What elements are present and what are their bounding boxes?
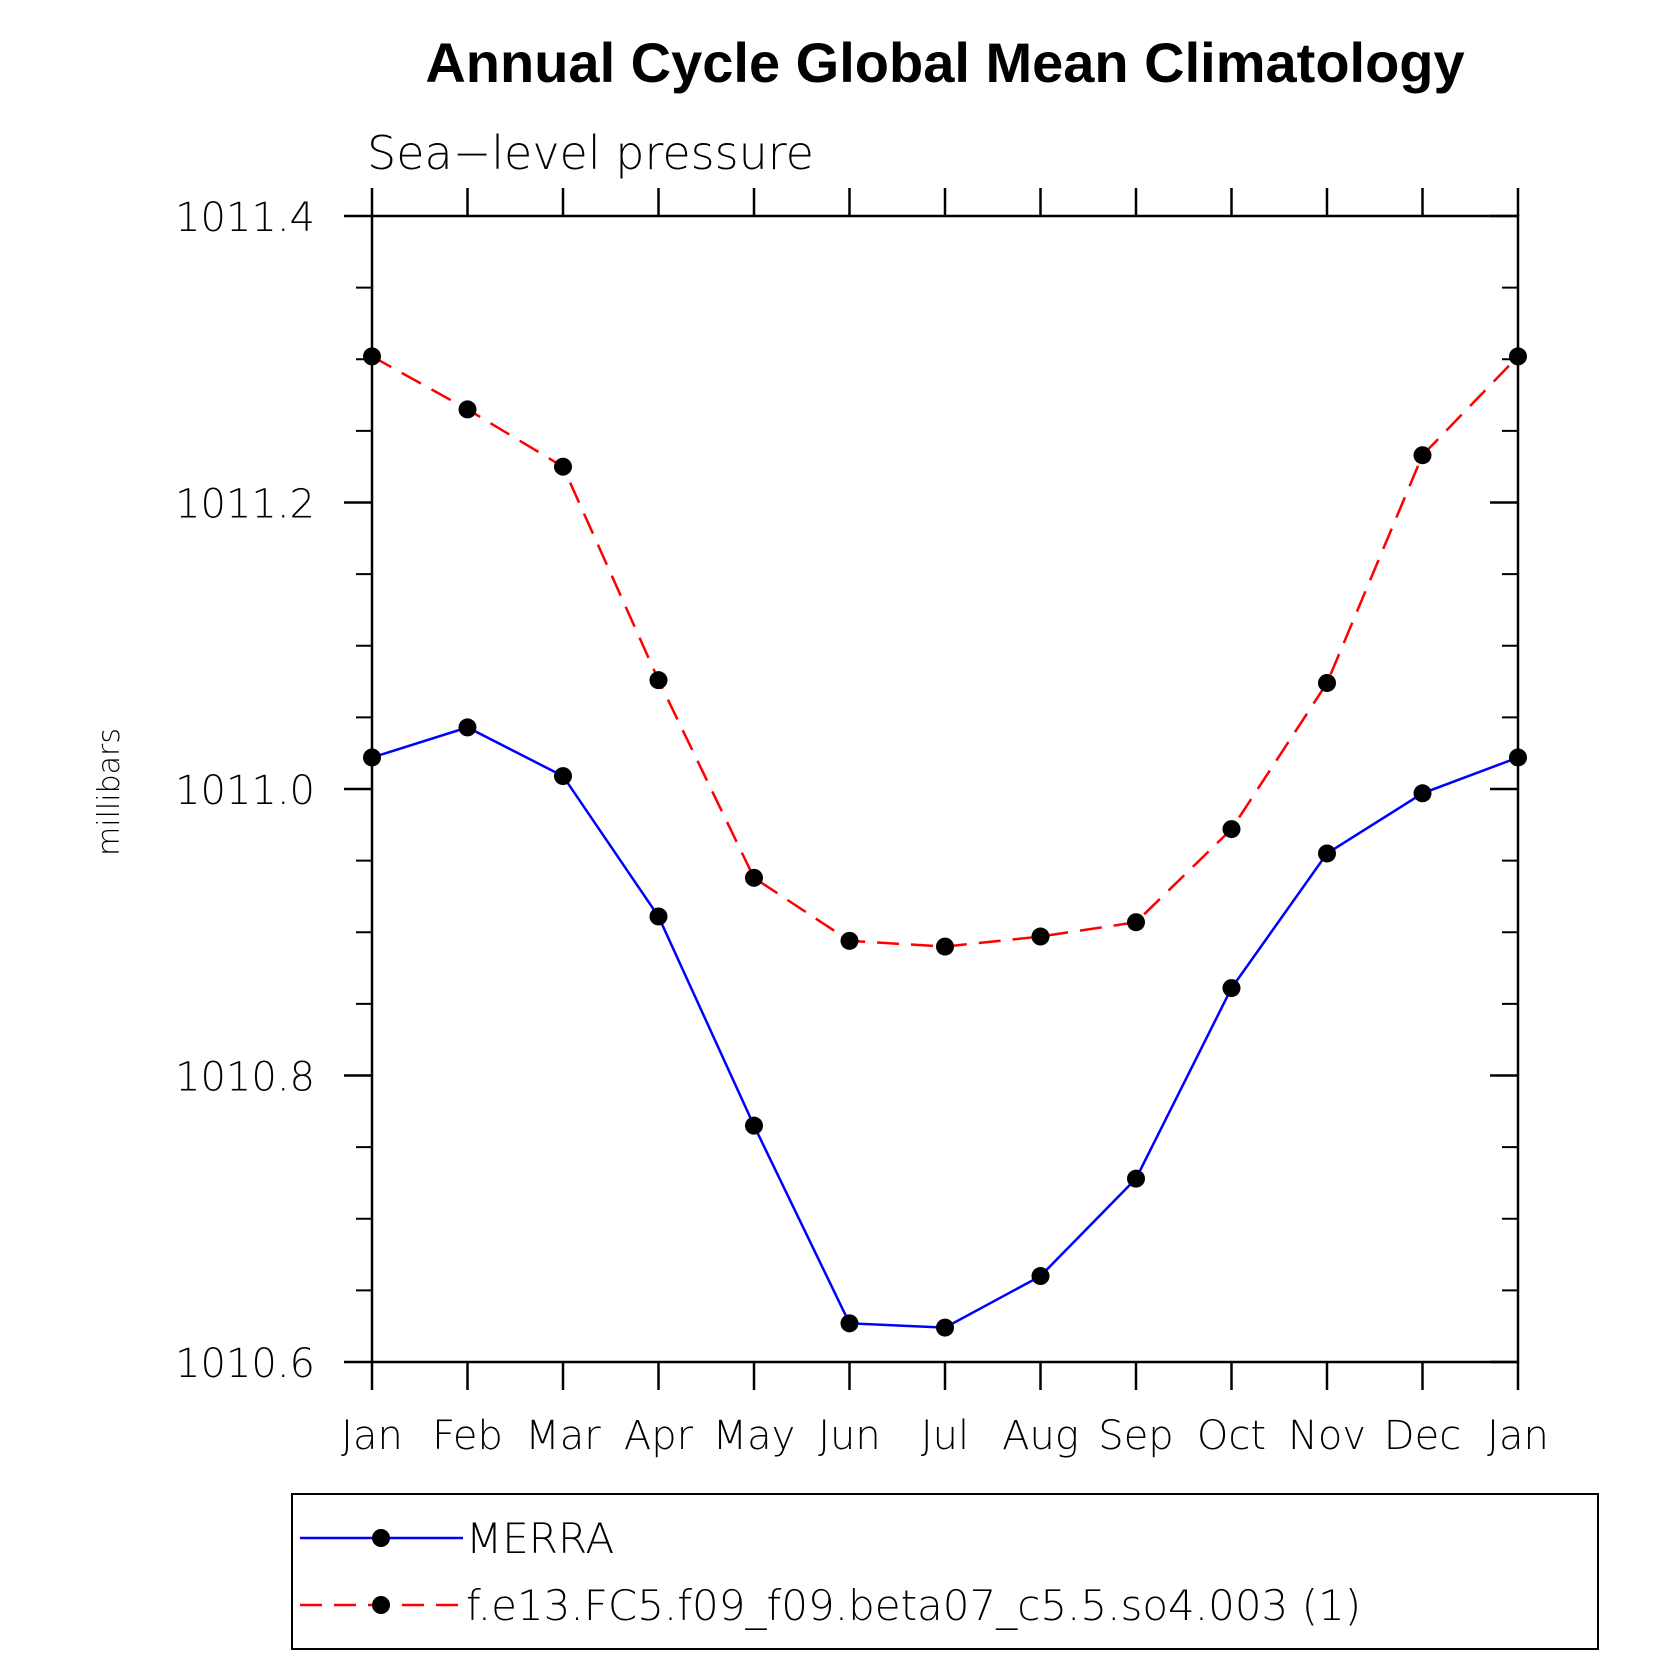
x-tick-label: Jun [818, 1413, 881, 1459]
series-line-1 [371, 726, 1519, 1329]
data-point [554, 457, 572, 476]
data-point [1222, 979, 1241, 998]
data-point [1031, 1267, 1050, 1286]
x-tick-label: May [713, 1413, 796, 1459]
x-tick-label: Jan [1487, 1413, 1549, 1459]
data-point [1413, 446, 1432, 465]
chart-title: Annual Cycle Global Mean Climatology [425, 31, 1464, 94]
y-axis-label: millibars [92, 728, 127, 856]
x-tick-label: Sep [1098, 1413, 1173, 1459]
data-point [936, 1318, 954, 1337]
data-point [649, 671, 668, 690]
plot-axes: Jan Feb Mar Apr May Jun Jul Aug Sep Oct Nov Dec Jan 1… [175, 188, 1549, 1459]
data-point [1222, 820, 1241, 839]
y-tick-label: 1011.4 [175, 195, 315, 241]
x-tick-label: Aug [1002, 1413, 1079, 1459]
data-point [1127, 1169, 1145, 1188]
x-tick-label: Oct [1197, 1413, 1266, 1459]
data-point [1413, 784, 1432, 803]
series-line-2 [371, 355, 1519, 948]
legend-label: f.e13.FC5.f09_f09.beta07_c5.5.so4.003 (1… [466, 1581, 1361, 1630]
data-point [840, 1314, 859, 1333]
data-point [936, 937, 954, 956]
data-point [1318, 673, 1336, 692]
y-tick-label: 1010.8 [175, 1055, 315, 1101]
data-point [1031, 927, 1050, 946]
chart-subtitle: Sea−level pressure [367, 126, 814, 180]
x-tick-label: Jul [921, 1413, 969, 1459]
data-point [745, 868, 763, 887]
y-tick-label: 1010.6 [175, 1341, 315, 1387]
y-tick-label: 1011.2 [175, 482, 315, 528]
x-tick-label: Mar [525, 1413, 601, 1459]
legend-marker [372, 1596, 390, 1614]
data-point [745, 1116, 763, 1135]
data-point [363, 347, 381, 366]
data-point [649, 907, 668, 926]
x-tick-label: Dec [1384, 1413, 1461, 1459]
y-tick-label: 1011.0 [175, 768, 315, 814]
data-point [1318, 844, 1336, 863]
data-point [363, 748, 381, 767]
legend-marker [372, 1529, 390, 1547]
data-point [458, 400, 477, 419]
legend-label: MERRA [466, 1514, 614, 1563]
data-point [554, 767, 572, 786]
legend: MERRA f.e13.FC5.f09_f09.beta07_c5.5.so4.0… [291, 1493, 1599, 1650]
x-tick-label: Nov [1288, 1413, 1366, 1459]
data-point [458, 718, 477, 737]
data-point [1509, 748, 1527, 767]
data-point [1127, 913, 1145, 932]
x-tick-label: Feb [432, 1413, 503, 1459]
data-point [840, 931, 859, 950]
data-point [1509, 347, 1527, 366]
legend-box [291, 1493, 1599, 1650]
series-layer [363, 347, 1527, 1337]
x-tick-label: Jan [341, 1413, 403, 1459]
x-tick-label: Apr [624, 1413, 694, 1459]
plot-frame [370, 214, 1520, 1364]
